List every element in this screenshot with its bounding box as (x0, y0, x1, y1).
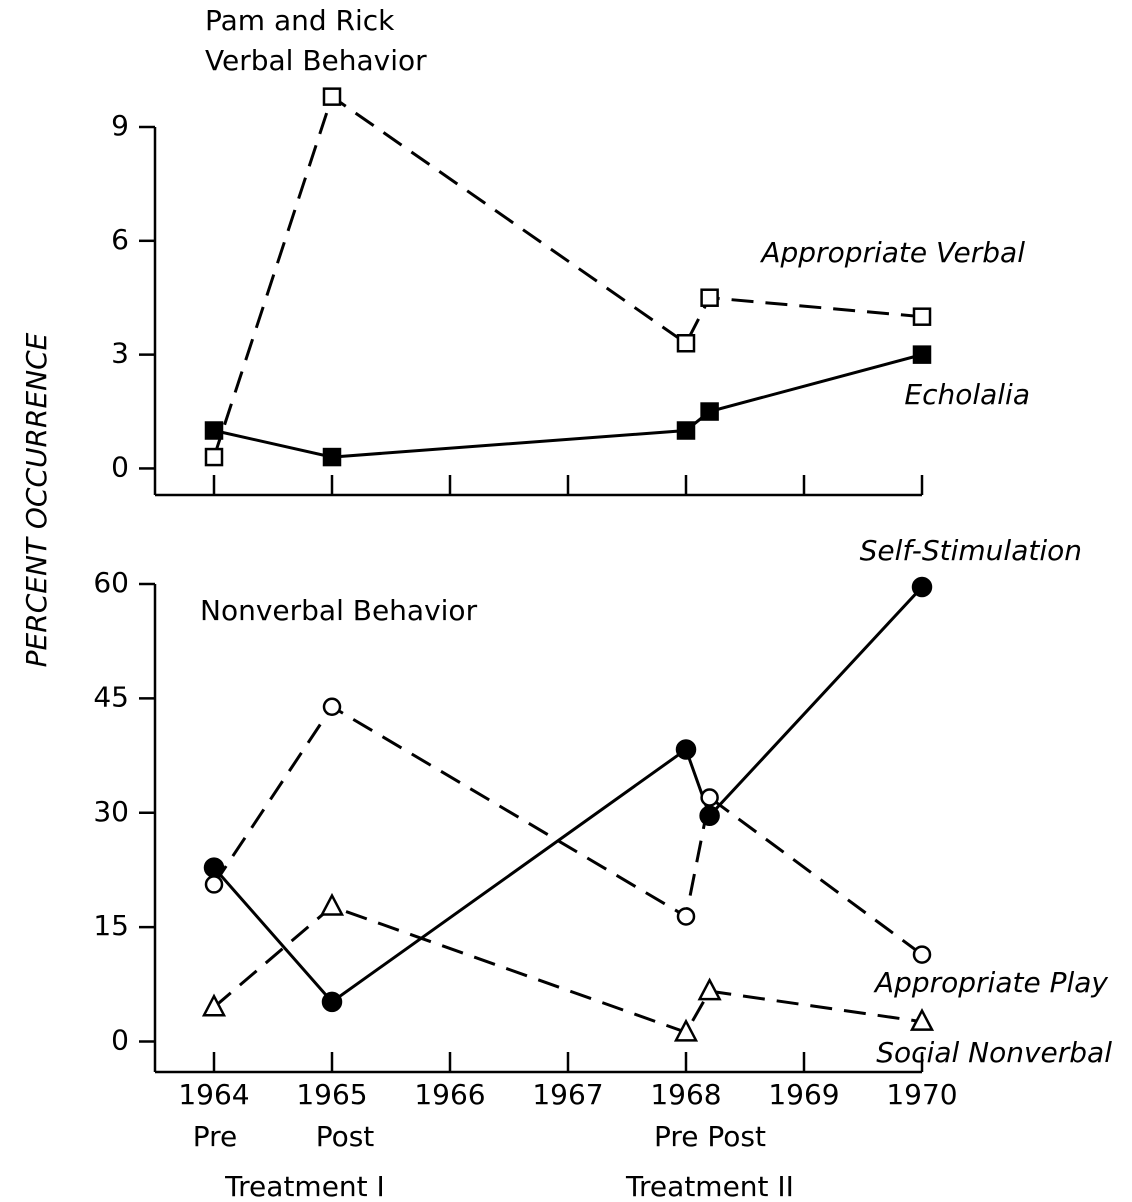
marker (700, 788, 719, 807)
annotation: Treatment I (224, 1170, 385, 1202)
x-tick-label: 1965 (296, 1078, 367, 1111)
marker (912, 945, 932, 964)
y-tick-label: 9 (111, 109, 129, 142)
marker (204, 421, 224, 440)
annotation: Pre (193, 1120, 238, 1153)
marker (700, 402, 719, 421)
series-line (213, 904, 923, 1035)
x-tick-label: 1964 (178, 1078, 249, 1111)
y-axis-label: PERCENT OCCURRENCE (20, 332, 53, 667)
chart-title: Pam and Rick (205, 4, 395, 37)
y-tick-label: 60 (93, 566, 129, 599)
marker (700, 288, 719, 307)
y-tick-label: 0 (111, 1024, 129, 1057)
annotation: Post (316, 1120, 375, 1153)
legend-label: Echolalia (904, 378, 1030, 411)
series-line (212, 586, 924, 1004)
series-line (212, 94, 923, 458)
marker (675, 739, 697, 760)
marker (697, 977, 722, 1001)
marker (319, 892, 345, 916)
x-tick-label: 1968 (650, 1078, 721, 1111)
marker (322, 87, 342, 106)
y-tick-label: 0 (111, 450, 129, 483)
marker (912, 307, 932, 326)
legend-label: Appropriate Verbal (759, 236, 1025, 269)
marker (676, 421, 696, 440)
y-tick-label: 30 (93, 795, 129, 828)
y-tick-label: 15 (93, 909, 129, 942)
y-tick-label: 3 (111, 337, 129, 370)
y-tick-label: 6 (111, 223, 129, 256)
annotation: Pre Post (654, 1120, 766, 1153)
y-tick-label: 45 (93, 680, 129, 713)
annotation: Treatment II (625, 1170, 794, 1202)
chart-title: Verbal Behavior (205, 44, 427, 77)
x-tick-label: 1966 (414, 1078, 485, 1111)
series-line (213, 353, 923, 459)
legend-label: Social Nonverbal (876, 1036, 1112, 1069)
x-tick-label: 1969 (768, 1078, 839, 1111)
marker (676, 907, 696, 926)
legend-label: Appropriate Play (873, 966, 1108, 999)
marker (322, 697, 342, 717)
marker (204, 875, 224, 894)
marker (204, 447, 224, 467)
marker (911, 576, 933, 598)
marker (322, 447, 342, 467)
marker (321, 991, 343, 1013)
legend-label: Self-Stimulation (860, 534, 1082, 567)
marker (201, 993, 227, 1017)
marker (909, 1007, 935, 1031)
x-tick-label: 1970 (886, 1078, 957, 1111)
marker (673, 1018, 699, 1042)
marker (912, 345, 932, 364)
x-tick-label: 1967 (532, 1078, 603, 1111)
marker (676, 333, 696, 353)
chart-title: Nonverbal Behavior (200, 594, 478, 627)
